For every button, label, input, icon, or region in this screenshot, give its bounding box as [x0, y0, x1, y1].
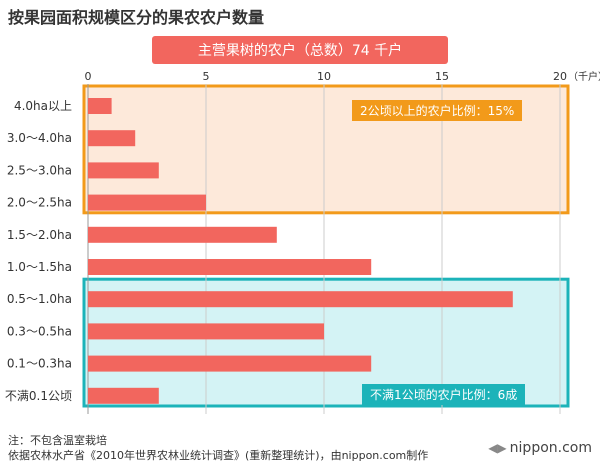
bar-3 — [88, 194, 206, 211]
chart-title: 按果园面积规模区分的果农农户数量 — [8, 8, 265, 27]
category-label-5: 1.0～1.5ha — [7, 260, 72, 274]
category-label-9: 不满0.1公顷 — [5, 389, 72, 403]
category-label-0: 4.0ha以上 — [14, 99, 72, 113]
x-tick-label-0: 0 — [85, 70, 92, 83]
annotation-over-2ha: 2公顷以上的农户比例：15% — [352, 100, 523, 121]
bar-9 — [88, 387, 159, 404]
total-farms-banner: 主营果树的农户（总数）74 千户 — [152, 36, 448, 64]
bar-4 — [88, 226, 277, 243]
category-label-1: 3.0～4.0ha — [7, 131, 72, 145]
x-tick-label-2: 10 — [317, 70, 331, 83]
x-unit-label: （千户） — [568, 70, 600, 83]
category-label-6: 0.5～1.0ha — [7, 292, 72, 306]
bar-1 — [88, 130, 136, 147]
x-tick-label-1: 5 — [203, 70, 210, 83]
category-label-4: 1.5～2.0ha — [7, 228, 72, 242]
bar-7 — [88, 323, 324, 340]
category-label-3: 2.0～2.5ha — [7, 196, 72, 210]
category-label-2: 2.5～3.0ha — [7, 163, 72, 177]
bar-8 — [88, 355, 372, 372]
x-tick-label-3: 15 — [435, 70, 449, 83]
nippon-logo: ◀▶ nippon.com — [488, 440, 592, 456]
nippon-logo-icon: ◀▶ — [488, 441, 507, 455]
nippon-logo-text: nippon.com — [509, 440, 592, 456]
bar-5 — [88, 259, 372, 275]
annotation-under-1ha: 不满1公顷的农户比例：6成 — [362, 384, 526, 405]
x-tick-label-4: 20 — [553, 70, 567, 83]
category-label-8: 0.1～0.3ha — [7, 357, 72, 371]
footnote-source: 依据农林水产省《2010年世界农林业统计调查》(重新整理统计)，由nippon.… — [8, 449, 429, 462]
category-label-7: 0.3～0.5ha — [7, 324, 72, 338]
bar-0 — [88, 98, 112, 114]
bar-2 — [88, 162, 159, 179]
footnote-note: 注：不包含温室栽培 — [8, 434, 107, 447]
bar-6 — [88, 291, 513, 308]
